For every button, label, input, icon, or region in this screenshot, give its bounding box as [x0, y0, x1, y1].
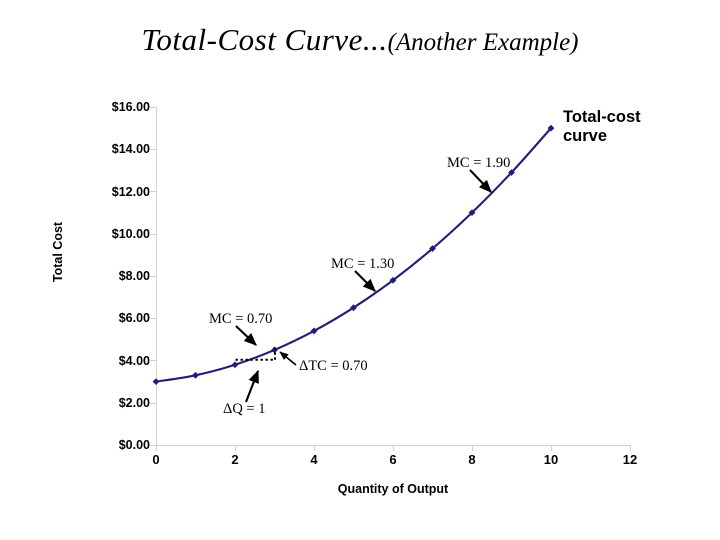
y-tick-label: $8.00 — [118, 269, 150, 283]
page-title-main: Total-Cost Curve... — [141, 22, 388, 57]
y-tick-label: $16.00 — [111, 100, 150, 114]
data-point-marker — [192, 371, 199, 379]
y-tick-label: $2.00 — [118, 396, 150, 410]
x-tick-label: 2 — [231, 452, 239, 467]
y-tick-mark — [150, 149, 156, 150]
data-point-markers — [152, 124, 555, 386]
y-tick-label: $14.00 — [111, 142, 150, 156]
data-point-marker — [271, 346, 278, 354]
x-tick-mark — [156, 445, 157, 451]
y-tick-mark — [150, 107, 156, 108]
x-tick-label: 6 — [389, 452, 397, 467]
data-point-marker — [547, 124, 555, 132]
x-tick-mark — [235, 445, 236, 451]
page-title: Total-Cost Curve...(Another Example) — [0, 22, 720, 58]
data-point-marker — [389, 276, 397, 284]
y-tick-mark — [150, 403, 156, 404]
annotation-delta-tc: ΔTC = 0.70 — [299, 358, 368, 374]
y-tick-mark — [150, 360, 156, 361]
mc-190-arrow — [469, 169, 492, 193]
x-tick-mark — [314, 445, 315, 451]
data-point-marker — [350, 304, 357, 312]
y-tick-label: $12.00 — [111, 185, 150, 199]
mc-130-arrow — [354, 270, 376, 292]
y-tick-label: $6.00 — [118, 311, 150, 325]
y-tick-label: $10.00 — [111, 227, 150, 241]
x-tick-label: 10 — [543, 452, 559, 467]
x-tick-mark — [630, 445, 631, 451]
data-point-marker — [429, 245, 436, 252]
x-tick-mark — [393, 445, 394, 451]
plot-area — [156, 107, 631, 446]
x-tick-label: 4 — [310, 452, 318, 467]
y-tick-mark — [150, 276, 156, 277]
annotation-delta-q: ΔQ = 1 — [223, 401, 266, 417]
series-label-total-cost-curve: Total-cost curve — [563, 108, 641, 145]
y-tick-mark — [150, 318, 156, 319]
y-tick-label: $0.00 — [118, 438, 150, 452]
x-axis-title: Quantity of Output — [337, 482, 449, 496]
annotation-mc-130: MC = 1.30 — [331, 256, 395, 272]
data-point-marker — [508, 169, 515, 176]
delta-tc-arrow — [279, 351, 297, 366]
y-tick-mark — [150, 445, 156, 446]
mc-070-arrow — [235, 325, 257, 346]
delta-q-arrow — [245, 369, 259, 403]
x-tick-label: 0 — [152, 452, 160, 467]
y-tick-label: $4.00 — [118, 354, 150, 368]
x-tick-mark — [472, 445, 473, 451]
annotation-mc-070: MC = 0.70 — [209, 311, 273, 327]
data-point-marker — [152, 378, 160, 386]
x-tick-label: 12 — [622, 452, 638, 467]
data-point-marker — [468, 209, 476, 217]
x-tick-label: 8 — [468, 452, 476, 467]
annotation-mc-190: MC = 1.90 — [447, 155, 511, 171]
data-point-marker — [310, 327, 318, 335]
y-tick-mark — [150, 234, 156, 235]
data-point-marker — [231, 361, 239, 369]
y-axis-tick-labels: $16.00 $14.00 $12.00 $10.00 $8.00 $6.00 … — [60, 0, 150, 540]
y-tick-mark — [150, 191, 156, 192]
page-title-sub: (Another Example) — [387, 29, 579, 56]
x-tick-mark — [551, 445, 552, 451]
